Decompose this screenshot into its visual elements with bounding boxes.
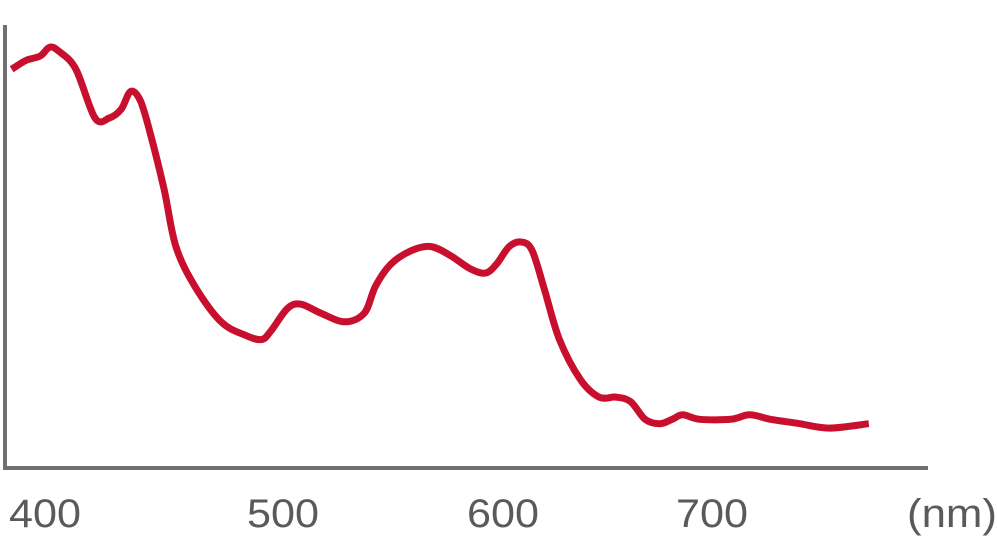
x-tick-label: 500 (247, 492, 319, 536)
x-tick-label: 600 (467, 492, 539, 536)
series-line (9, 43, 870, 432)
x-tick-label: 700 (676, 492, 748, 536)
x-tick-label: 400 (9, 492, 81, 536)
x-unit-label: (nm) (907, 492, 997, 536)
